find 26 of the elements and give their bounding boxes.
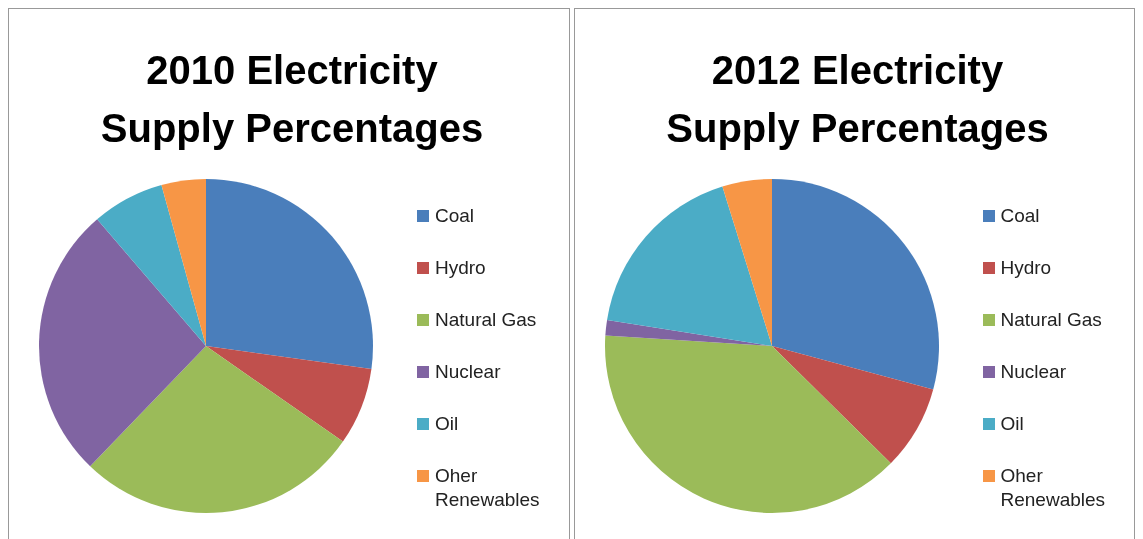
pie-slice (97, 185, 206, 346)
pie-slice (206, 346, 372, 442)
pie-slice (606, 186, 772, 346)
pie-slice (90, 346, 343, 513)
legend-label: Hydro (435, 256, 487, 280)
pie-slice (39, 219, 206, 467)
legend-label: Nuclear (1000, 360, 1067, 384)
chart-title: 2012 Electricity Supply Percentages (665, 47, 1050, 152)
pie-slice (721, 179, 772, 346)
chart-title: 2010 Electricity Supply Percentages (99, 47, 485, 152)
legend-label: Natural Gas (1000, 308, 1103, 332)
legend-label: Oil (435, 412, 460, 436)
legend-label: Coal (1000, 204, 1041, 228)
pie-slice (771, 179, 939, 390)
legend-label: Hydro (1000, 256, 1053, 280)
legend-label: Oher Renewables (1000, 464, 1107, 512)
legend-label: Natural Gas (435, 308, 538, 332)
pie-slice (206, 179, 373, 370)
pie-slice (604, 319, 772, 346)
pie-slice (161, 179, 206, 346)
legend-label: Coal (435, 204, 476, 228)
legend-label: Nuclear (435, 360, 502, 384)
pie-slice (771, 346, 933, 464)
legend-label: Oher Renewables (435, 464, 541, 512)
legend-label: Oil (1000, 412, 1025, 436)
pie-slice (604, 335, 891, 513)
